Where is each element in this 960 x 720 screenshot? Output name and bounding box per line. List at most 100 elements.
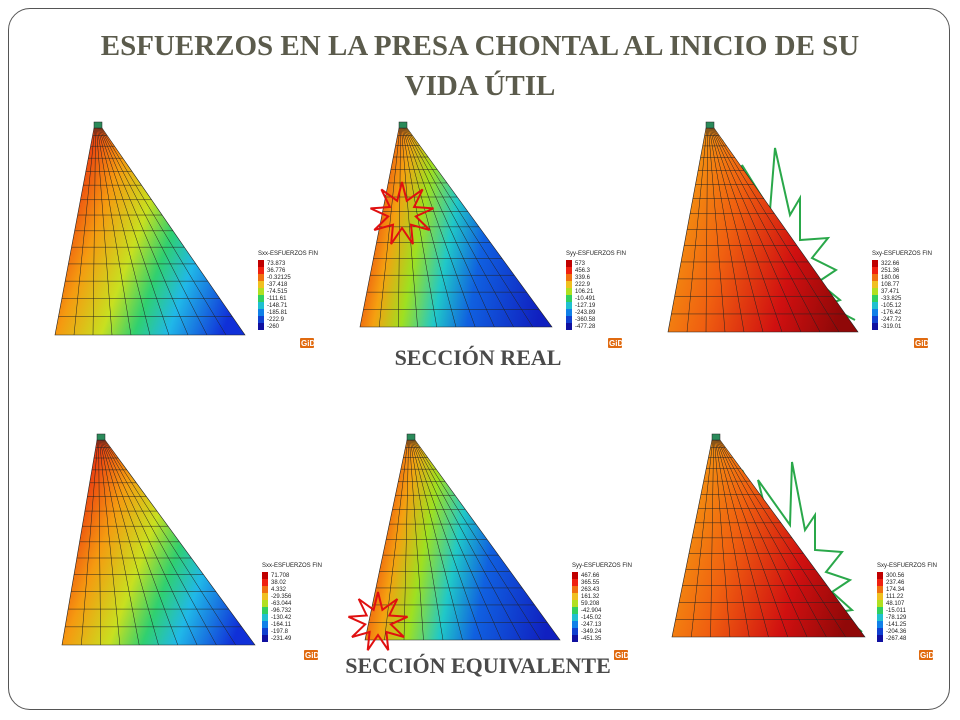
legend-swatch	[872, 274, 878, 281]
mesh-line	[96, 127, 132, 336]
legend-swatch	[872, 288, 878, 295]
mesh-line	[711, 127, 802, 333]
legend-value: 300.56	[886, 573, 905, 579]
mesh-line	[712, 127, 821, 333]
legend-value: 38.02	[271, 580, 287, 586]
legend-swatch	[262, 607, 268, 614]
gid-logo: GiD	[920, 651, 934, 660]
mesh-line	[413, 439, 541, 641]
mesh-line	[73, 127, 96, 336]
mesh-line	[710, 127, 783, 333]
legend-swatch	[572, 600, 578, 607]
mesh-line	[100, 127, 227, 336]
legend-value: -141.25	[886, 622, 907, 628]
legend-swatch	[572, 586, 578, 593]
mesh-line	[402, 127, 457, 328]
mesh-line	[714, 439, 750, 638]
mesh-line	[99, 127, 189, 336]
legend-value: -111.61	[267, 296, 287, 302]
legend-swatch	[262, 628, 268, 635]
legend-value: -0.32125	[267, 275, 291, 281]
legend-value: 111.22	[886, 594, 904, 600]
mesh-line	[100, 439, 159, 646]
mesh-line	[717, 439, 808, 638]
legend-swatch	[872, 302, 878, 309]
legend-value: 108.77	[881, 282, 900, 288]
legend-value: -148.71	[267, 303, 288, 309]
legend-swatch	[877, 628, 883, 635]
legend-swatch	[872, 295, 878, 302]
legend-swatch	[566, 323, 572, 330]
mesh-line	[96, 127, 113, 336]
legend-swatch	[872, 281, 878, 288]
mesh-line	[718, 439, 827, 638]
legend-value: 71.708	[271, 573, 290, 579]
gid-logo-box	[919, 650, 933, 660]
legend-title: Sxx-ESFUERZOS FIN	[262, 563, 322, 569]
legend-swatch	[572, 572, 578, 579]
mesh-line	[691, 439, 714, 638]
legend-swatch	[877, 600, 883, 607]
legend-value: 73.873	[267, 261, 286, 267]
legend-value: -451.35	[581, 636, 602, 642]
legend-swatch	[877, 593, 883, 600]
gid-logo: GiD	[615, 651, 629, 660]
stress-panel: Syy-ESFUERZOS FIN 573456.3339.6222.9106.2…	[359, 121, 626, 348]
legend-value: -130.42	[271, 615, 292, 621]
legend-value: -164.11	[271, 622, 292, 628]
mesh-line	[398, 127, 401, 328]
slide-title: ESFUERZOS EN LA PRESA CHONTAL AL INICIO …	[100, 30, 860, 102]
gid-logo-box	[614, 650, 628, 660]
legend-swatch	[572, 614, 578, 621]
mesh-line	[709, 127, 764, 333]
dam-crest	[93, 121, 103, 129]
highlight-star	[370, 181, 434, 245]
legend-swatch	[258, 281, 264, 288]
mesh-line	[410, 439, 463, 641]
mesh-line	[409, 439, 444, 641]
legend-value: -96.732	[271, 608, 292, 614]
dam-crest	[406, 433, 416, 441]
dam-contour	[667, 127, 859, 333]
legend-swatch	[872, 323, 878, 330]
stress-panel: Sxx-ESFUERZOS FIN 71.70838.024.332-29.356…	[61, 433, 322, 660]
legend-swatch	[262, 572, 268, 579]
legend-swatch	[566, 302, 572, 309]
dam-contour	[359, 127, 553, 328]
legend-value: 237.46	[886, 580, 905, 586]
legend-value: 174.34	[886, 587, 905, 593]
legend-value: 222.9	[575, 282, 591, 288]
legend-swatch	[262, 593, 268, 600]
legend-value: -33.825	[881, 296, 902, 302]
section-label: SECCIÓN REAL	[395, 345, 562, 370]
legend-swatch	[262, 600, 268, 607]
legend-swatch	[262, 614, 268, 621]
legend-swatch	[872, 309, 878, 316]
legend-value: 573	[575, 261, 586, 267]
mesh-line	[405, 127, 514, 328]
legend-swatch	[877, 614, 883, 621]
legend-value: -319.01	[881, 324, 902, 330]
mesh-line	[718, 439, 846, 638]
legend-swatch	[572, 621, 578, 628]
mesh-line	[413, 439, 522, 641]
legend-swatch	[258, 302, 264, 309]
section-label: SECCIÓN EQUIVALENTE	[345, 653, 611, 678]
dam-contour	[54, 127, 246, 336]
mesh-line	[102, 439, 198, 646]
dam-contour	[61, 439, 256, 646]
legend-swatch	[258, 260, 264, 267]
legend-value: 161.32	[581, 594, 600, 600]
legend-value: -477.28	[575, 324, 596, 330]
legend-swatch	[877, 572, 883, 579]
mesh-line	[100, 127, 208, 336]
legend-value: 4.332	[271, 587, 287, 593]
legend-value: -145.02	[581, 615, 602, 621]
legend-value: 59.208	[581, 601, 600, 607]
legend-swatch	[877, 635, 883, 642]
gid-logo: GiD	[301, 339, 315, 348]
mesh-line	[710, 439, 714, 638]
legend-swatch	[572, 607, 578, 614]
mesh-line	[378, 127, 401, 328]
legend-swatch	[262, 586, 268, 593]
